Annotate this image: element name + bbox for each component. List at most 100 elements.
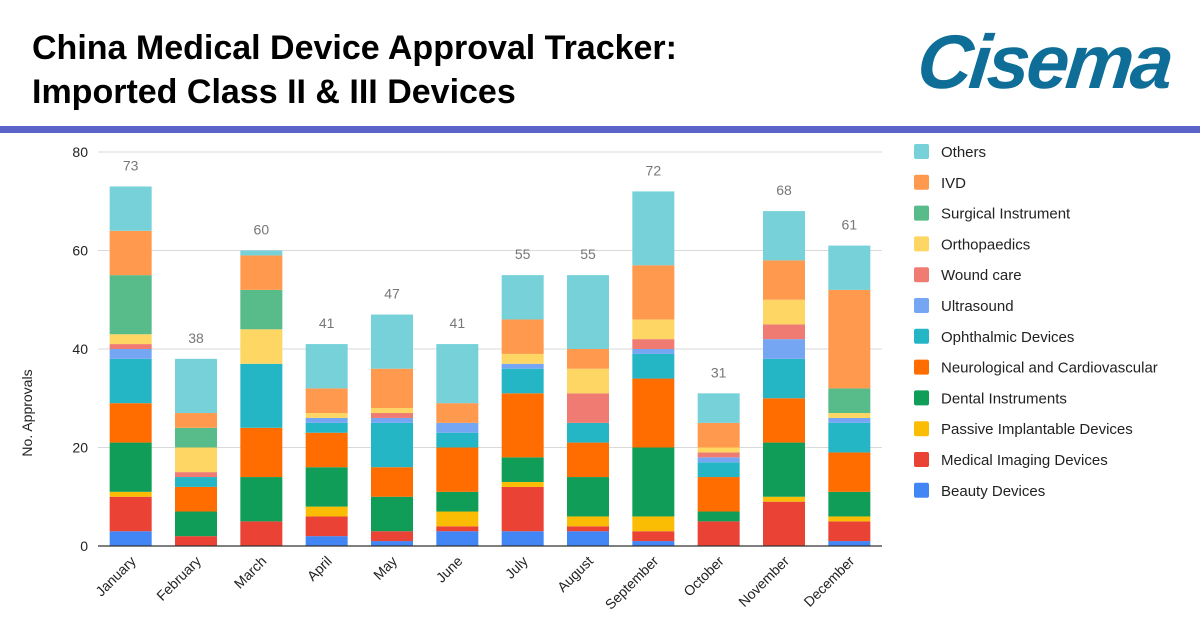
bar-segment [632,265,675,320]
bar-segment [305,467,348,507]
bar-segment [501,319,544,354]
total-label: 41 [319,315,335,331]
bar-segment [567,275,609,349]
legend-label: IVD [941,175,966,192]
y-tick-label: 40 [72,341,88,357]
bar-segment [763,211,805,261]
x-tick-labels: January February March April May June July Augu… [92,553,857,613]
legend-label: Surgical Instrument [941,206,1071,223]
bar-segment [371,368,413,409]
gridlines [98,151,882,448]
total-label: 61 [842,217,858,233]
y-tick-label: 0 [80,538,88,554]
bar-segment [371,417,413,423]
title-line-1: China Medical Device Approval Tracker: [32,29,677,67]
bar-segment [697,457,740,463]
bar-segment [501,486,544,532]
bar-segment [436,432,479,448]
bar-segment [828,452,871,492]
legend-swatch [914,390,929,406]
bar-segment [632,353,675,379]
bar-segment [828,422,871,453]
legend-item: Ophthalmic Devices [914,328,1074,346]
bar-segment [175,536,217,546]
x-tick-label: September [602,553,662,613]
bar-segment [371,541,413,546]
bar-segment [632,516,675,532]
bar-segment [436,344,479,404]
x-tick-label: October [680,553,727,600]
bar-segment [632,541,675,546]
legend-item: Neurological and Cardiovascular [914,359,1158,377]
bar-segment [240,250,283,256]
bar-segment [567,393,609,423]
bar-segment [109,531,152,546]
bar-segment [175,358,217,414]
x-tick-label: April [304,553,335,584]
legend-item: Others [914,144,986,161]
bar-segment [109,230,152,276]
bar-segment [828,413,871,418]
total-labels: 73 38 60 41 47 41 55 55 72 31 68 61 [123,157,857,380]
bar-segment [632,339,675,349]
bar-segment [828,521,871,542]
bar-segment [763,398,805,443]
total-label: 68 [776,182,792,198]
legend-label: Others [941,144,986,161]
legend-swatch [914,174,929,190]
x-tick-label: August [554,553,596,595]
bar-segment [305,417,348,423]
bar-segment [763,339,805,359]
bar-segment [828,245,871,290]
bar-segment [567,531,609,546]
bar-segment [632,191,675,266]
y-tick-label: 60 [72,243,88,259]
bar-segment [501,368,544,394]
bar-segment [697,452,740,458]
bar-segment [109,442,152,492]
legend-swatch [914,359,929,375]
bar-segment [109,491,152,497]
legend-item: Wound care [914,267,1022,284]
total-label: 72 [646,162,662,178]
legend-item: Medical Imaging Devices [914,452,1108,469]
x-tick-label: March [231,553,270,592]
bar-segment [697,511,740,522]
bar-segment [632,531,675,542]
legend-swatch [914,298,929,313]
bar-segment [240,521,283,546]
bar-segment [109,403,152,443]
legend-label: Ultrasound [941,298,1014,315]
bar-segment [763,501,805,546]
bar-segment [567,368,609,394]
legend-swatch [914,482,929,498]
legend-swatch [914,236,929,252]
bar-segment [828,388,871,414]
bar-segment [567,442,609,478]
bar-segment [501,353,544,364]
bar-segment [632,319,675,340]
bar-segment [109,334,152,345]
bar-segment [240,289,283,330]
x-tick-label: November [735,553,792,610]
total-label: 38 [188,330,204,346]
header-divider [0,126,1200,133]
x-tick-label: May [370,553,400,583]
y-tick-labels: 0 20 40 60 80 [72,144,88,554]
legend-item: Orthopaedics [914,236,1030,253]
legend-item: Ultrasound [914,298,1014,315]
legend-swatch [914,328,929,344]
legend-swatch [914,452,929,467]
bar-segment [305,536,348,546]
legend: Others IVD Surgical Instrument Orthopaedics… [914,144,1158,500]
bar-segment [763,358,805,399]
bar-segment [501,363,544,369]
bar-segment [240,329,283,364]
title-line-2: Imported Class II & III Devices [32,73,516,111]
bar-segment [567,526,609,532]
bar-segment [109,349,152,359]
bar-segment [501,393,544,458]
bar-segment [240,427,283,478]
bar-segment [305,388,348,414]
legend-item: Surgical Instrument [914,205,1071,223]
